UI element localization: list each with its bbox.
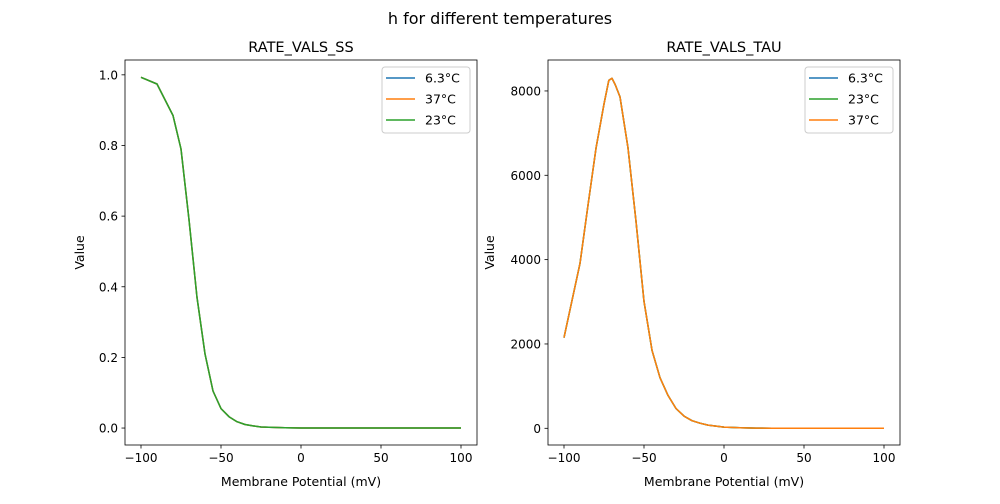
x-tick-label: 50 [796,451,811,465]
y-tick-label: 6000 [510,169,541,183]
y-tick-label: 2000 [510,337,541,351]
x-axis-label: Membrane Potential (mV) [221,474,381,489]
x-tick-label: −50 [208,451,233,465]
legend-box [381,66,471,134]
subplot-title: RATE_VALS_TAU [666,40,781,56]
x-tick-label: 0 [720,451,728,465]
x-tick-label: −100 [548,451,581,465]
legend-label: 6.3°C [848,71,883,86]
legend-label: 23°C [848,92,879,107]
y-tick-label: 0 [533,422,541,436]
y-tick-label: 0.8 [99,139,118,153]
y-tick-label: 4000 [510,253,541,267]
x-tick-label: −100 [125,451,158,465]
legend: 6.3°C 37°C 23°C [381,66,471,134]
x-axis-label: Membrane Potential (mV) [644,474,804,489]
legend-box [804,66,894,134]
y-tick-label: 1.0 [99,68,118,82]
legend: 6.3°C 23°C 37°C [804,66,894,134]
x-tick-label: 50 [373,451,388,465]
y-tick-label: 0.4 [99,280,118,294]
legend-label: 6.3°C [425,71,460,86]
y-tick-label: 0.6 [99,210,118,224]
y-tick-label: 0.0 [99,422,118,436]
figure-title: h for different temperatures [388,9,612,28]
subplot-title: RATE_VALS_SS [248,40,353,56]
x-tick-label: 100 [873,451,896,465]
x-tick-label: 0 [297,451,305,465]
subplot-rate-vals-tau: −100 −50 0 50 100 0 2000 4000 6000 8000 RATE_VALS_… [482,40,901,489]
subplot-rate-vals-ss: −100 −50 0 50 100 0.0 0.2 0.4 0.6 0.8 1.0 RATE_VALS… [72,40,478,489]
series-line-37C [563,77,884,430]
x-tick-label: −50 [631,451,656,465]
x-tick-label: 100 [450,451,473,465]
y-tick-label: 0.2 [99,351,118,365]
series-line-23C [140,76,461,429]
legend-label: 23°C [425,113,456,128]
y-tick-label: 8000 [510,84,541,98]
legend-label: 37°C [848,113,879,128]
y-axis-label: Value [482,235,497,270]
y-axis-label: Value [72,235,87,270]
legend-label: 37°C [425,92,456,107]
